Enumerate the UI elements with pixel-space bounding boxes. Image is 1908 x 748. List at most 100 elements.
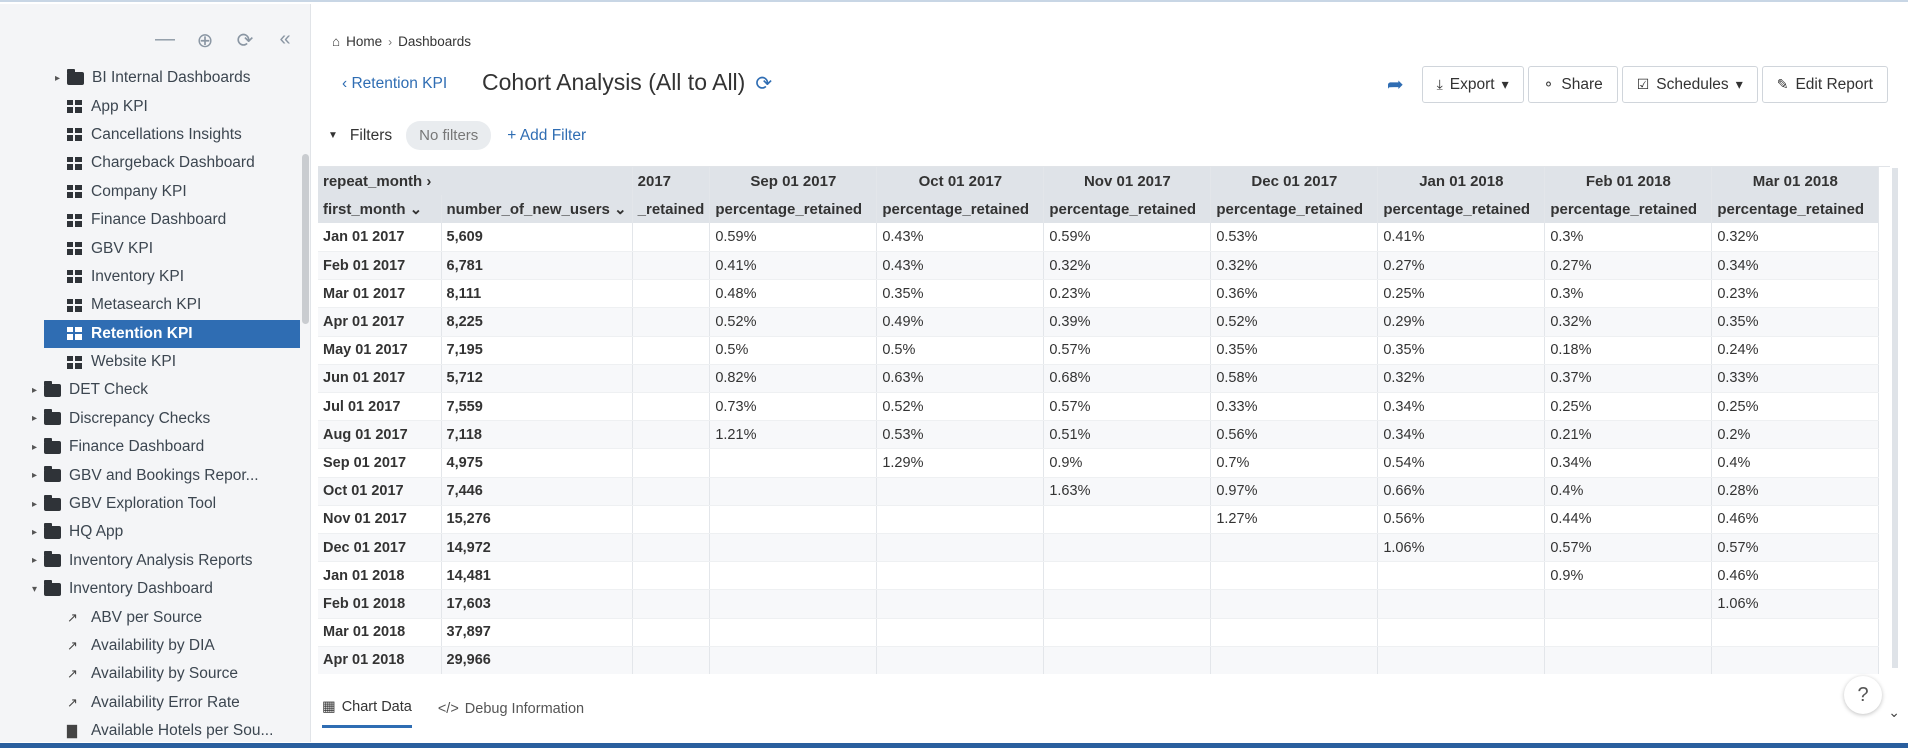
retention-cell: 0.3% xyxy=(1544,223,1713,253)
caret-right-icon[interactable]: ▸ xyxy=(32,384,38,396)
new-users-header[interactable]: number_of_new_users ⌄ xyxy=(441,195,633,224)
sidebar-item[interactable]: ▾ Inventory Dashboard xyxy=(0,575,300,603)
back-link[interactable]: ‹ Retention KPI xyxy=(342,75,447,93)
retention-cell: 0.68% xyxy=(1043,364,1212,394)
sidebar-item-label: Company KPI xyxy=(91,182,187,200)
retention-cell: 0.23% xyxy=(1711,279,1880,309)
chevron-right-icon: › xyxy=(388,34,393,49)
sidebar-item[interactable]: App KPI xyxy=(44,92,300,120)
retention-cell: 0.7% xyxy=(1210,448,1379,478)
sidebar-item[interactable]: ▸ GBV Exploration Tool xyxy=(0,490,300,518)
sidebar-item[interactable]: ↗ Availability by DIA xyxy=(44,632,300,660)
chevron-down-icon[interactable]: ⌄ xyxy=(1888,704,1900,720)
retention-cell: 0.52% xyxy=(1210,307,1379,337)
sidebar-item[interactable]: Finance Dashboard xyxy=(44,206,300,234)
first-month-cell: Aug 01 2017 xyxy=(318,420,442,450)
bar-chart-icon: ▇ xyxy=(67,723,77,739)
help-button[interactable]: ? xyxy=(1844,676,1882,714)
retention-cell xyxy=(632,561,711,591)
filters-label[interactable]: Filters xyxy=(349,126,393,144)
sidebar-item[interactable]: Website KPI xyxy=(44,348,300,376)
retention-cell xyxy=(632,307,711,337)
sidebar-item[interactable]: Retention KPI xyxy=(44,319,300,348)
target-icon[interactable]: ⊕ xyxy=(196,30,214,52)
caret-right-icon[interactable]: ▸ xyxy=(32,441,38,453)
minimize-icon[interactable]: — xyxy=(155,28,175,50)
retention-cell: 0.18% xyxy=(1544,336,1713,365)
tab-debug-information[interactable]: </> Debug Information xyxy=(438,699,584,728)
sidebar-item-label: Retention KPI xyxy=(91,324,193,342)
caret-right-icon[interactable]: ▸ xyxy=(32,470,38,482)
sidebar-item[interactable]: ▸ BI Internal Dashboards xyxy=(0,64,300,92)
breadcrumb-dashboards[interactable]: Dashboards xyxy=(398,34,471,49)
first-month-cell: Nov 01 2017 xyxy=(318,505,442,534)
sidebar-item-label: Inventory Analysis Reports xyxy=(69,551,253,569)
sidebar-item[interactable]: ▸ Finance Dashboard xyxy=(0,433,300,461)
share-icon: ⚬ xyxy=(1542,76,1555,92)
collapse-icon[interactable]: « xyxy=(279,28,291,50)
sidebar-item-label: GBV and Bookings Repor... xyxy=(69,466,259,484)
caret-right-icon[interactable]: ▸ xyxy=(32,555,38,567)
table-scrollbar[interactable] xyxy=(1892,168,1898,668)
share-arrow-icon[interactable]: ➦ xyxy=(1386,74,1404,96)
retention-cell xyxy=(709,589,878,619)
sidebar-item[interactable]: ▸ Discrepancy Checks xyxy=(0,405,300,433)
sidebar-item[interactable]: ▸ Inventory Analysis Reports xyxy=(0,547,300,575)
pivot-table-container[interactable]: repeat_month › 2017 Sep 01 2017 Oct 01 20… xyxy=(318,166,1890,674)
schedules-button[interactable]: ☑ Schedules ▾ xyxy=(1621,66,1758,103)
metric-header: percentage_retained xyxy=(876,195,1045,224)
retention-cell: 0.25% xyxy=(1377,279,1546,309)
table-row: Nov 01 2017 15,276 1.27% 0.56% 0.44% 0.46% xyxy=(318,505,1880,534)
tab-chart-data[interactable]: ▦ Chart Data xyxy=(322,699,412,728)
sidebar-item-label: Available Hotels per Sou... xyxy=(91,722,274,740)
first-month-header[interactable]: first_month ⌄ xyxy=(318,195,442,224)
share-button[interactable]: ⚬ Share xyxy=(1527,66,1618,103)
caret-down-icon[interactable]: ▾ xyxy=(32,583,38,595)
new-users-cell: 7,559 xyxy=(441,392,633,422)
retention-cell xyxy=(632,618,711,647)
sidebar-item[interactable]: Cancellations Insights xyxy=(44,121,300,149)
caret-right-icon[interactable]: ▸ xyxy=(32,526,38,538)
retention-cell xyxy=(709,533,878,563)
refresh-icon[interactable]: ⟳ xyxy=(755,73,773,95)
caret-down-icon[interactable]: ▼ xyxy=(328,130,338,141)
caret-right-icon[interactable]: ▸ xyxy=(32,498,38,510)
sidebar-item[interactable]: ↗ ABV per Source xyxy=(44,603,300,631)
sidebar-item[interactable]: Metasearch KPI xyxy=(44,291,300,319)
breadcrumb-home[interactable]: Home xyxy=(346,34,383,49)
caret-right-icon[interactable]: ▸ xyxy=(32,413,38,425)
sidebar-item[interactable]: ↗ Availability by Source xyxy=(44,660,300,688)
pivot-column-header[interactable]: repeat_month › xyxy=(318,167,633,196)
sidebar-item[interactable]: ↗ Availability Error Rate xyxy=(44,689,300,717)
sidebar-scrollbar[interactable] xyxy=(302,154,309,324)
add-filter-button[interactable]: + Add Filter xyxy=(507,127,586,145)
caret-right-icon[interactable]: ▸ xyxy=(55,72,61,84)
retention-cell: 0.32% xyxy=(1043,251,1212,281)
report-actions: ➦ ⤓ Export ▾ ⚬ Share ☑ Schedules ▾ ✎ Edi… xyxy=(1387,66,1888,103)
retention-cell: 1.63% xyxy=(1043,477,1212,506)
retention-cell: 1.29% xyxy=(876,448,1045,478)
refresh-icon[interactable]: ⟳ xyxy=(236,30,254,52)
sidebar-item[interactable]: Inventory KPI xyxy=(44,263,300,291)
retention-cell: 0.41% xyxy=(709,251,878,281)
sidebar-item[interactable]: Chargeback Dashboard xyxy=(44,149,300,177)
retention-cell: 0.32% xyxy=(1711,223,1880,253)
folder-icon xyxy=(44,494,61,511)
sidebar-item-label: App KPI xyxy=(91,97,148,115)
sidebar-item[interactable]: GBV KPI xyxy=(44,234,300,262)
sidebar-item[interactable]: ▸ HQ App xyxy=(0,518,300,546)
bottom-tabs: ▦ Chart Data </> Debug Information xyxy=(322,699,584,728)
edit-report-button[interactable]: ✎ Edit Report xyxy=(1761,66,1888,103)
new-users-cell: 7,195 xyxy=(441,336,633,365)
sidebar-item[interactable]: ▸ GBV and Bookings Repor... xyxy=(0,461,300,489)
export-button[interactable]: ⤓ Export ▾ xyxy=(1421,66,1524,103)
retention-cell: 0.66% xyxy=(1377,477,1546,506)
folder-icon xyxy=(44,466,61,483)
sidebar-item-label: Availability by DIA xyxy=(91,637,215,654)
sidebar-item[interactable]: Company KPI xyxy=(44,178,300,206)
table-row: Dec 01 2017 14,972 1.06% 0.57% 0.57% xyxy=(318,533,1880,563)
sidebar-item[interactable]: ▇ Available Hotels per Sou... xyxy=(44,717,300,742)
sidebar-item-label: HQ App xyxy=(69,523,124,541)
retention-cell: 1.21% xyxy=(709,420,878,450)
sidebar-item[interactable]: ▸ DET Check xyxy=(0,376,300,404)
